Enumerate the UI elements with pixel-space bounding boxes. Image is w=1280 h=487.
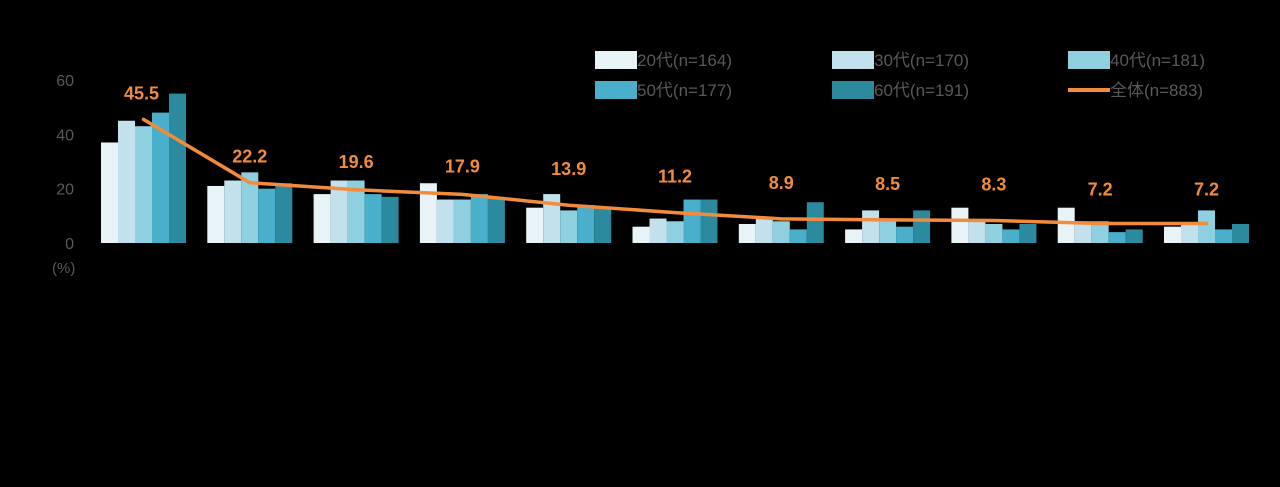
data-label: 11.2 <box>658 167 692 187</box>
y-unit-label: (%) <box>52 260 75 277</box>
data-label: 13.9 <box>551 159 586 179</box>
y-tick-label: 20 <box>56 182 74 199</box>
bar-1-11 <box>1164 226 1181 243</box>
bar-2-2 <box>224 180 242 243</box>
bar-3-9 <box>985 223 1003 243</box>
data-label: 22.2 <box>232 147 267 167</box>
bar-4-2 <box>258 188 276 243</box>
bar-1-2 <box>207 185 225 243</box>
y-tick-label: 60 <box>56 73 74 90</box>
bar-2-4 <box>436 199 454 243</box>
y-axis: 0 20 40 60 (%) <box>52 73 75 277</box>
bar-4-10 <box>1108 232 1126 243</box>
legend-swatch <box>832 51 874 69</box>
data-label: 19.6 <box>339 152 374 172</box>
bars <box>101 93 1249 243</box>
bar-5-10 <box>1125 229 1143 243</box>
bar-1-4 <box>419 183 437 243</box>
bar-1-5 <box>526 207 544 243</box>
bar-5-4 <box>487 196 505 243</box>
bar-5-9 <box>1019 223 1037 243</box>
y-tick-label: 40 <box>56 127 74 144</box>
bar-5-8 <box>913 210 931 243</box>
legend-swatch <box>595 51 637 69</box>
bar-3-10 <box>1091 221 1109 243</box>
legend-label: 50代(n=177) <box>637 81 732 100</box>
bar-1-8 <box>845 229 863 243</box>
bar-5-7 <box>806 202 824 243</box>
bar-5-5 <box>594 207 612 243</box>
overall-line <box>141 117 1209 226</box>
bar-4-3 <box>364 194 382 243</box>
overall-line-layer <box>141 117 1209 226</box>
bar-2-9 <box>968 221 986 243</box>
bar-5-1 <box>169 93 186 243</box>
legend-swatch <box>1068 51 1110 69</box>
legend-label: 全体(n=883) <box>1110 81 1203 100</box>
data-label: 8.9 <box>769 173 794 193</box>
data-label: 17.9 <box>445 156 480 176</box>
bar-1-3 <box>313 194 331 243</box>
legend: 20代(n=164) 30代(n=170) 40代(n=181) 50代(n=177)… <box>595 51 1205 100</box>
y-tick-label: 0 <box>65 236 74 253</box>
legend-swatch <box>595 81 637 99</box>
bar-5-11 <box>1232 223 1249 243</box>
bar-5-3 <box>381 196 399 243</box>
bar-2-3 <box>330 180 348 243</box>
bar-3-8 <box>879 218 897 243</box>
bar-1-6 <box>632 226 650 243</box>
bar-4-1 <box>152 112 169 243</box>
data-labels: 45.5 22.2 19.6 17.9 13.9 11.2 8.9 8.5 8.3 7.2 7.2 <box>124 83 1219 199</box>
bar-5-6 <box>700 199 718 243</box>
bar-3-7 <box>772 221 790 243</box>
bar-3-6 <box>666 221 684 243</box>
bar-2-5 <box>543 194 561 243</box>
bar-3-5 <box>560 210 578 243</box>
data-label: 8.5 <box>875 174 900 194</box>
bar-2-11 <box>1181 223 1198 243</box>
bar-4-11 <box>1215 229 1232 243</box>
bar-3-4 <box>453 199 471 243</box>
bar-4-7 <box>789 229 807 243</box>
bar-2-7 <box>755 218 773 243</box>
data-label: 8.3 <box>981 174 1006 194</box>
bar-5-2 <box>275 183 293 243</box>
legend-label: 40代(n=181) <box>1110 51 1205 70</box>
bar-4-5 <box>577 204 595 243</box>
bar-4-6 <box>683 199 701 243</box>
bar-3-2 <box>241 172 259 243</box>
bar-1-1 <box>101 142 118 243</box>
legend-label: 60代(n=191) <box>874 81 969 100</box>
bar-1-10 <box>1057 207 1075 243</box>
bar-1-9 <box>951 207 969 243</box>
bar-2-6 <box>649 218 667 243</box>
data-label: 45.5 <box>124 83 159 103</box>
bar-2-8 <box>862 210 880 243</box>
data-label: 7.2 <box>1088 179 1113 199</box>
legend-swatch <box>832 81 874 99</box>
bar-4-9 <box>1002 229 1020 243</box>
bar-4-4 <box>470 194 488 243</box>
bar-1-7 <box>738 223 756 243</box>
bar-3-11 <box>1198 210 1215 243</box>
bar-3-3 <box>347 180 365 243</box>
legend-label: 30代(n=170) <box>874 51 969 70</box>
bar-2-10 <box>1074 221 1092 243</box>
data-label: 7.2 <box>1194 179 1219 199</box>
bar-2-1 <box>118 120 135 243</box>
bar-3-1 <box>135 126 152 243</box>
bar-4-8 <box>896 226 914 243</box>
legend-label: 20代(n=164) <box>637 51 732 70</box>
